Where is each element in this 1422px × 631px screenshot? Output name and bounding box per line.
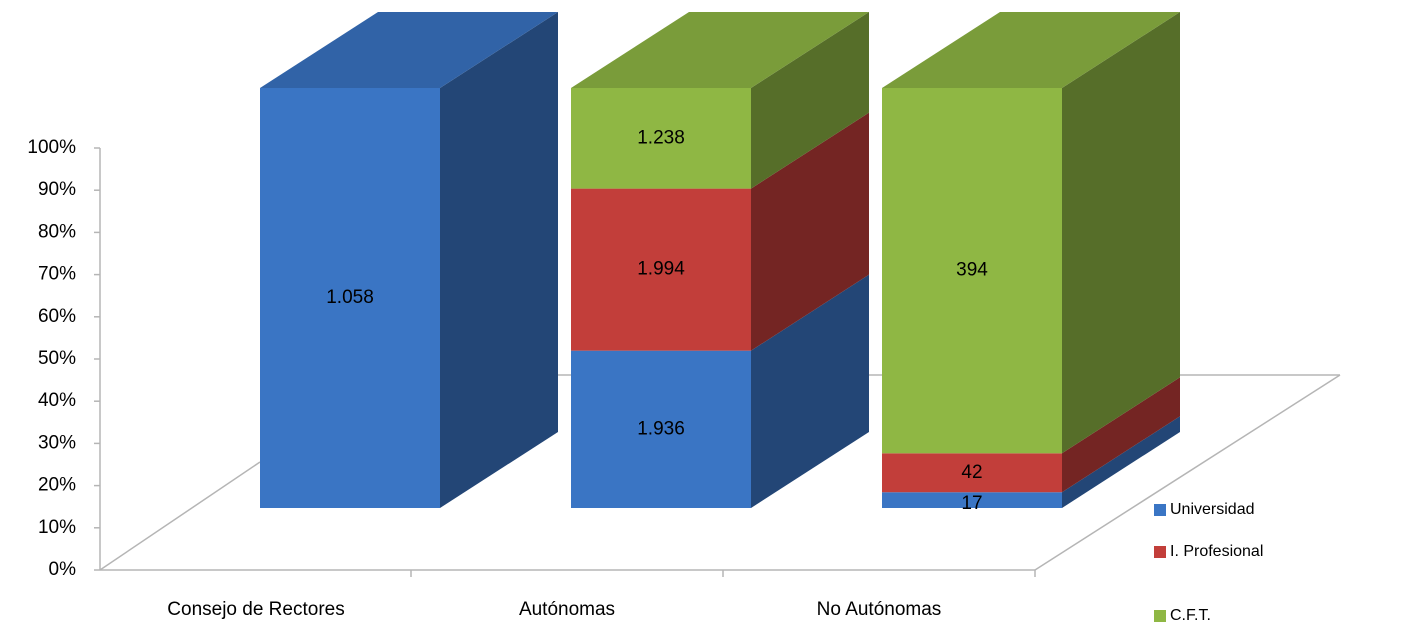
bar-top [571, 12, 869, 88]
y-tick-label: 60% [38, 306, 76, 327]
legend-label: C.F.T. [1170, 607, 1211, 624]
legend-swatch [1154, 610, 1166, 622]
bar-side [751, 12, 869, 189]
bar-top [260, 12, 558, 88]
data-label: 1.936 [637, 418, 685, 439]
bar-side [1062, 377, 1180, 493]
data-label: 1.238 [637, 127, 685, 148]
bar [882, 88, 1062, 454]
y-tick-label: 40% [38, 390, 76, 411]
bar-side [751, 274, 869, 508]
bar [882, 492, 1062, 508]
bar [260, 88, 440, 508]
data-label: 17 [961, 493, 982, 514]
y-tick-label: 80% [38, 221, 76, 242]
data-label: 394 [956, 260, 988, 281]
legend-swatch [1154, 546, 1166, 558]
x-tick-label: Consejo de Rectores [167, 599, 344, 620]
y-tick-label: 50% [38, 348, 76, 369]
bar [571, 350, 751, 508]
legend-label: I. Profesional [1170, 543, 1263, 560]
y-tick-label: 30% [38, 432, 76, 453]
bar [571, 188, 751, 351]
y-tick-label: 90% [38, 179, 76, 200]
bar-top [882, 12, 1180, 88]
x-tick-label: No Autónomas [817, 599, 942, 620]
y-tick-label: 100% [27, 137, 76, 158]
data-label: 1.058 [326, 287, 374, 308]
x-tick-label: Autónomas [519, 599, 615, 620]
data-label: 1.994 [637, 259, 685, 280]
y-tick-label: 10% [38, 517, 76, 538]
bar-side [1062, 12, 1180, 454]
data-label: 42 [961, 462, 982, 483]
y-tick-label: 20% [38, 475, 76, 496]
bar-side [751, 112, 869, 351]
y-tick-label: 70% [38, 264, 76, 285]
bar [882, 453, 1062, 493]
bar [571, 88, 751, 189]
bar-side [1062, 416, 1180, 508]
bar-side [440, 12, 558, 508]
legend-swatch [1154, 504, 1166, 516]
legend-label: Universidad [1170, 501, 1254, 518]
y-tick-label: 0% [49, 559, 77, 580]
